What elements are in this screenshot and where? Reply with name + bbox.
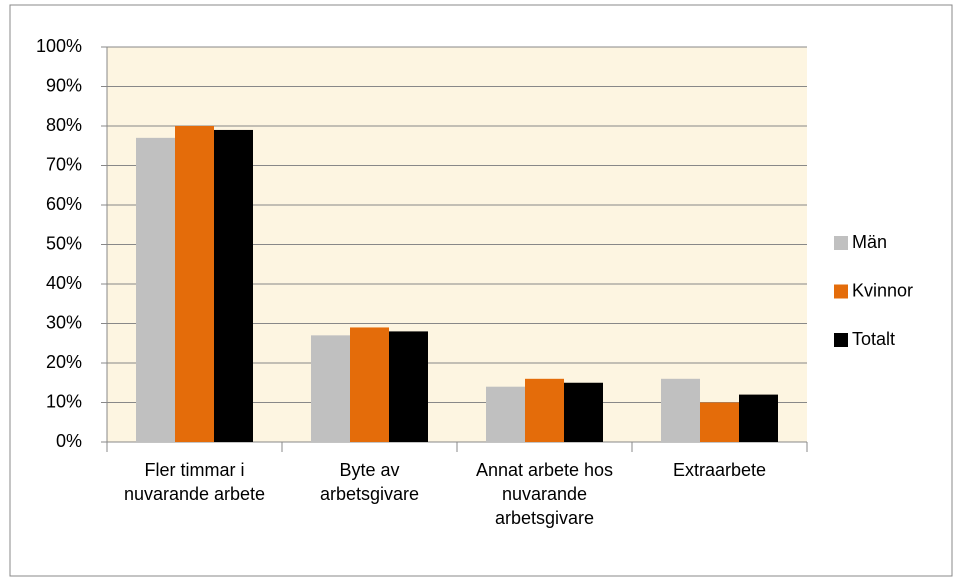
bar bbox=[311, 335, 350, 442]
y-tick-label: 20% bbox=[46, 352, 82, 372]
bar bbox=[739, 394, 778, 442]
y-tick-label: 40% bbox=[46, 273, 82, 293]
bar bbox=[136, 137, 175, 442]
legend-swatch bbox=[834, 284, 848, 299]
bar bbox=[175, 126, 214, 442]
legend-swatch bbox=[834, 333, 848, 347]
bar bbox=[661, 378, 700, 442]
y-tick-label: 50% bbox=[46, 233, 82, 253]
x-tick-label: Byte av arbetsgivare bbox=[319, 460, 420, 504]
y-tick-label: 100% bbox=[36, 36, 82, 56]
bar bbox=[350, 327, 389, 442]
legend-swatch bbox=[834, 236, 848, 250]
y-tick-label: 70% bbox=[46, 154, 82, 174]
bar bbox=[214, 129, 253, 442]
legend-label: Totalt bbox=[852, 329, 895, 349]
x-tick-label: Annat arbete hos nuvarande arbetsgivare bbox=[475, 460, 614, 528]
x-tick-label: Fler timmar i nuvarande arbete bbox=[123, 460, 266, 504]
y-tick-label: 90% bbox=[46, 75, 82, 95]
y-tick-label: 60% bbox=[46, 194, 82, 214]
legend-label: Män bbox=[852, 232, 887, 252]
legend-label: Kvinnor bbox=[852, 280, 913, 300]
y-tick-label: 0% bbox=[56, 431, 82, 451]
bar bbox=[486, 386, 525, 442]
bar bbox=[700, 402, 739, 442]
y-tick-label: 10% bbox=[46, 391, 82, 411]
bar bbox=[564, 382, 603, 442]
bar bbox=[389, 331, 428, 442]
bar bbox=[525, 378, 564, 442]
x-tick-label: Extraarbete bbox=[672, 460, 767, 480]
y-tick-label: 30% bbox=[46, 312, 82, 332]
y-tick-label: 80% bbox=[46, 115, 82, 135]
